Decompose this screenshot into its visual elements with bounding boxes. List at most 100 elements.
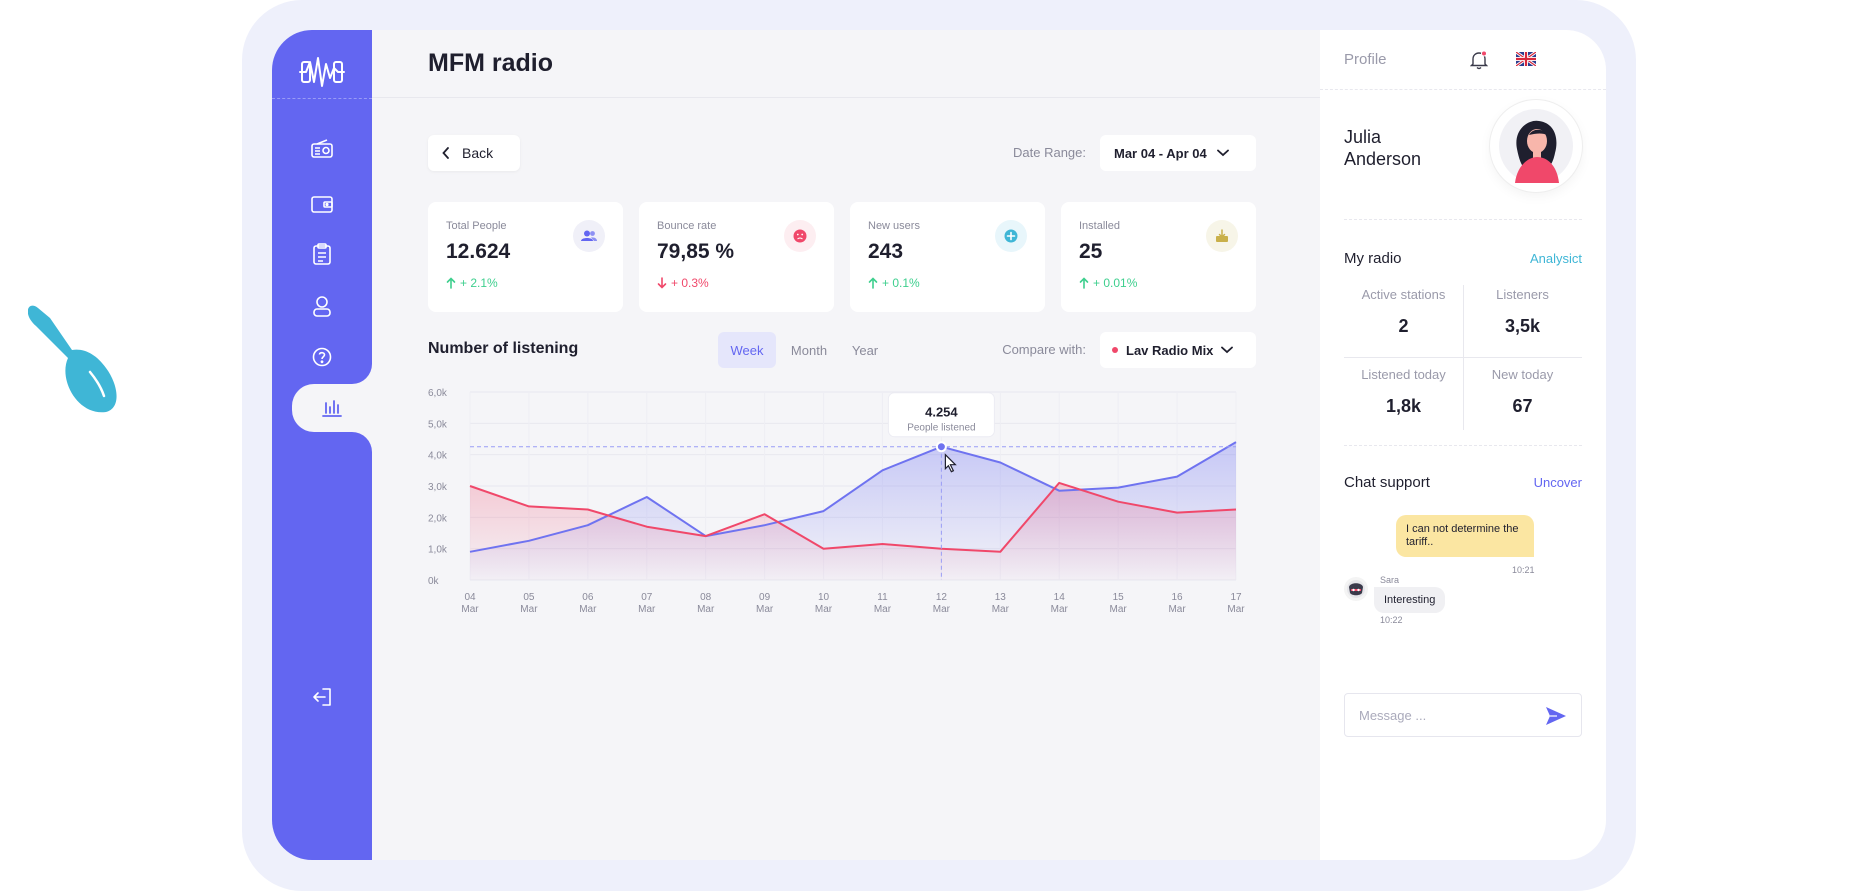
cell-label: Active stations [1361,287,1446,302]
back-button[interactable]: Back [428,135,520,171]
cell-label: New today [1491,367,1554,382]
wallet-icon [311,196,333,213]
sidebar-item-radio[interactable] [272,127,372,171]
x-tick-day: 10 [818,592,830,603]
x-tick-month: Mar [579,604,597,615]
x-tick-month: Mar [1051,604,1069,615]
tab-month[interactable]: Month [790,342,828,358]
message-box [1344,693,1582,737]
bell-icon[interactable] [1470,50,1488,70]
send-icon[interactable] [1545,706,1567,726]
stat-value: 79,85 % [657,240,735,263]
y-tick-label: 6,0k [428,388,448,399]
people-icon [581,230,597,241]
analytics-icon [322,400,342,417]
x-tick-month: Mar [520,604,538,615]
sad-face-icon [793,229,807,243]
x-tick-month: Mar [1110,604,1128,615]
compare-select[interactable]: Lav Radio Mix [1100,332,1256,368]
x-tick-day: 09 [759,592,771,603]
tab-year[interactable]: Year [851,342,879,358]
stat-card-bounce-rate: Bounce rate 79,85 % + 0.3% [639,202,834,312]
chat-message-time: 10:22 [1380,615,1403,625]
stat-icon-wrap [573,220,605,252]
sidebar [272,30,372,860]
stat-icon-wrap [995,220,1027,252]
toolbar: Back Date Range: Mar 04 - Apr 04 [428,135,1256,171]
sidebar-item-analytics[interactable] [292,384,372,432]
app-screen: MFM radio Back Date Range: Mar 04 - Apr … [272,30,1606,860]
date-range-value: Mar 04 - Apr 04 [1114,145,1207,161]
chart-header: Number of listening Week Month Year Comp… [428,332,1256,368]
chart-tooltip [887,392,995,438]
compare-label: Compare with: [1002,342,1086,357]
logo-icon[interactable] [294,44,350,100]
stat-value: 243 [868,240,904,263]
stat-change: + 2.1% [446,276,605,290]
sidebar-item-wallet[interactable] [272,182,372,226]
hand-cursor-icon [944,453,957,473]
arrow-up-icon [446,277,456,289]
back-button-label: Back [462,145,494,161]
y-tick-label: 5,0k [428,419,448,430]
sidebar-item-user[interactable] [272,284,372,328]
user-first-name: Julia [1344,127,1382,147]
arrow-up-icon [868,277,878,289]
my-radio-header: My radio Analysict [1344,248,1582,268]
x-tick-day: 17 [1230,592,1242,603]
chart-areas [470,442,1236,580]
right-panel: Profile Julia Anderson [1320,30,1606,860]
logout-button[interactable] [272,675,372,719]
uncover-link[interactable]: Uncover [1533,474,1582,490]
stat-change: + 0.01% [1079,276,1238,290]
user-name: Julia Anderson [1344,126,1464,170]
uk-flag-icon[interactable] [1516,52,1536,66]
tab-week[interactable]: Week [718,332,776,368]
x-tick-month: Mar [1227,604,1245,615]
chart-labels: 6,0k5,0k4,0k3,0k2,0k1,0k0k04Mar05Mar06Ma… [428,388,1245,615]
stat-label: New users [868,220,920,232]
stat-change-value: + 0.3% [671,276,709,290]
stat-card-new-users: New users 243 + 0.1% [850,202,1045,312]
sidebar-item-help[interactable] [272,335,372,379]
cell-value: 3,5k [1504,316,1541,336]
cell-value: 1,8k [1385,396,1422,416]
logout-icon [313,688,331,706]
message-input[interactable] [1359,707,1529,723]
stat-change-value: + 2.1% [460,276,498,290]
arrow-up-icon [1079,277,1089,289]
date-range-select[interactable]: Mar 04 - Apr 04 [1100,135,1256,171]
install-icon [1216,229,1228,242]
x-tick-month: Mar [638,604,656,615]
series-line-0 [469,441,1237,553]
sidebar-item-clipboard[interactable] [272,232,372,276]
x-tick-day: 08 [700,592,712,603]
x-tick-day: 05 [523,592,535,603]
listening-chart[interactable]: 6,0k5,0k4,0k3,0k2,0k1,0k0k04Mar05Mar06Ma… [428,380,1268,640]
chart-lines [469,441,1237,580]
avatar[interactable] [1490,100,1582,192]
analysict-link[interactable]: Analysict [1529,250,1582,266]
x-tick-day: 11 [877,592,888,603]
x-tick-month: Mar [815,604,833,615]
page-title: MFM radio [428,49,553,77]
chart-title: Number of listening [428,340,579,357]
my-radio-title: My radio [1344,249,1402,267]
cell-label: Listeners [1496,287,1549,302]
stat-change-value: + 0.1% [882,276,920,290]
stat-change-value: + 0.01% [1093,276,1138,290]
x-tick-day: 15 [1113,592,1125,603]
x-tick-day: 14 [1054,592,1066,603]
y-tick-label: 3,0k [428,482,448,493]
x-tick-day: 13 [995,592,1007,603]
series-line-1 [469,481,1237,553]
new-today-cell: New today 67 [1463,355,1582,435]
grid-divider [1344,445,1582,446]
date-range-label: Date Range: [1013,145,1086,160]
highlight-point[interactable] [935,441,947,453]
cell-label: Listened today [1361,367,1446,382]
stat-value: 25 [1079,240,1103,263]
series-area-1 [470,482,1236,580]
sidebar-divider [272,98,372,99]
cell-value: 67 [1512,396,1533,416]
